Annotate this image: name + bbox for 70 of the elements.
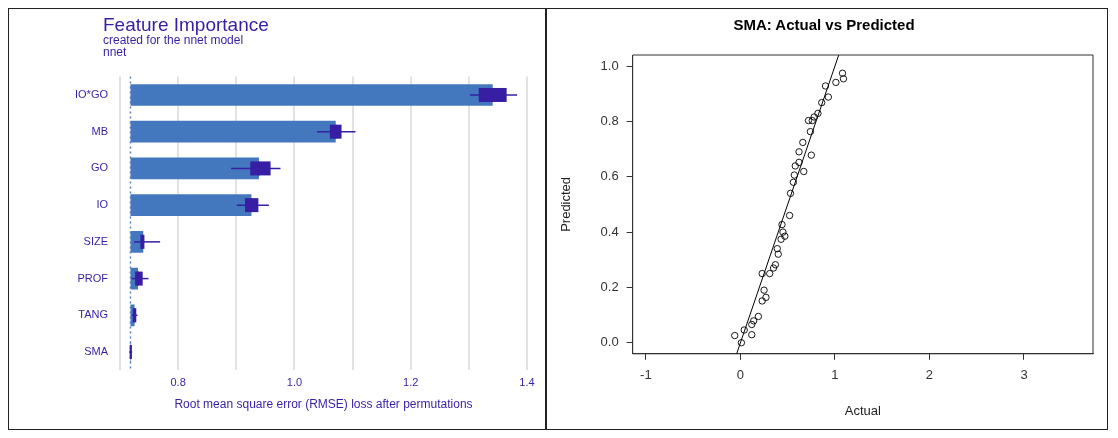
point [791,162,799,170]
point [789,178,798,186]
y-tick-label: 0.2 [600,278,619,294]
point [795,148,803,156]
point [838,69,847,77]
point [785,211,794,220]
point [748,320,756,329]
y-tick-label: TANG [78,308,109,321]
y-tick-label: IO [96,198,109,211]
point [766,269,774,278]
x-tick-label: 2 [925,367,934,383]
point [779,228,787,236]
point [778,220,786,229]
x-axis-title: Root mean square error (RMSE) loss after permutations [174,397,473,412]
point [769,264,778,272]
y-tick-label: MB [91,124,109,137]
point [777,235,785,243]
point [737,339,746,347]
point [758,297,766,305]
point [750,317,758,325]
point [814,109,822,118]
x-tick-label: 0 [736,367,745,383]
x-tick-label: 3 [1020,367,1028,383]
point [760,286,768,294]
point [806,127,815,136]
point [790,171,798,179]
point [832,78,840,87]
point [804,116,813,125]
y-axis-title: Predicted [558,176,574,232]
x-tick-label: 1.2 [403,376,419,389]
point [781,232,789,240]
x-tick-label: 1.0 [286,376,303,389]
point [758,269,766,278]
point [786,189,795,197]
point [824,93,832,101]
x-axis-title: Actual [844,402,882,418]
point [839,75,848,83]
chart-title: Feature Importance [103,14,270,35]
point [810,113,818,121]
point [773,245,781,253]
point [799,138,807,147]
y-tick-label: 0.8 [600,112,619,128]
point [771,261,780,269]
y-tick-label: 0.0 [600,334,619,350]
y-tick-label: 0.6 [600,168,619,184]
x-tick-label: 1 [831,367,839,383]
y-tick-label: GO [90,161,109,174]
point [807,151,815,159]
point [821,82,830,90]
y-tick-label: PROF [77,271,109,284]
y-tick-label: SIZE [83,234,109,247]
y-tick-label: 1.0 [600,57,619,73]
point [774,250,782,258]
x-tick-label: -1 [640,367,652,383]
point [808,116,816,125]
point [731,331,739,340]
chart-title: SMA: Actual vs Predicted [733,16,915,34]
point [762,293,770,302]
x-tick-label: 1.4 [519,376,535,389]
point [748,331,756,339]
y-tick-label: IO*GO [74,87,109,100]
x-tick-label: 0.8 [170,376,186,389]
text: nnet [103,45,128,59]
y-tick-label: SMA [84,345,109,358]
point [795,158,803,166]
point [740,326,748,334]
point [800,167,808,176]
point [818,98,826,107]
point [754,312,763,321]
y-tick-label: 0.4 [600,223,619,239]
